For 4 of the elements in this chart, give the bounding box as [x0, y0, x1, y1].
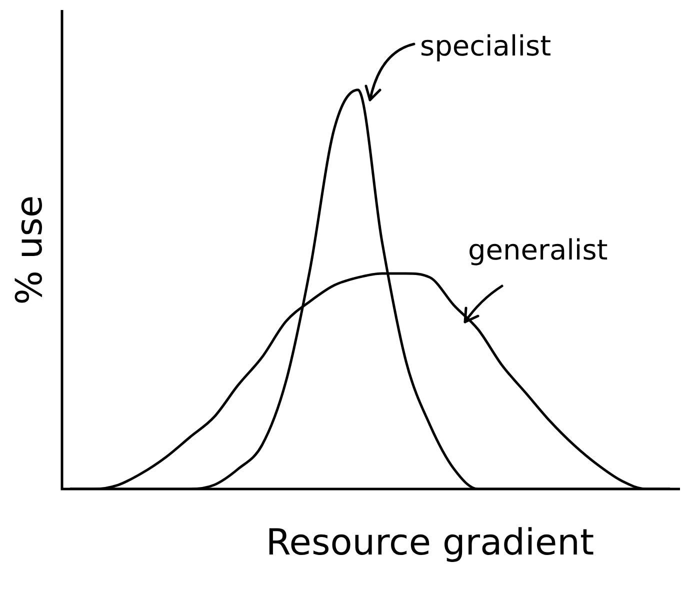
x-axis-title: Resource gradient [266, 522, 594, 564]
text: specialist [420, 29, 552, 62]
series-label: generalist [468, 233, 608, 266]
y-axis-title: % use [9, 195, 50, 305]
